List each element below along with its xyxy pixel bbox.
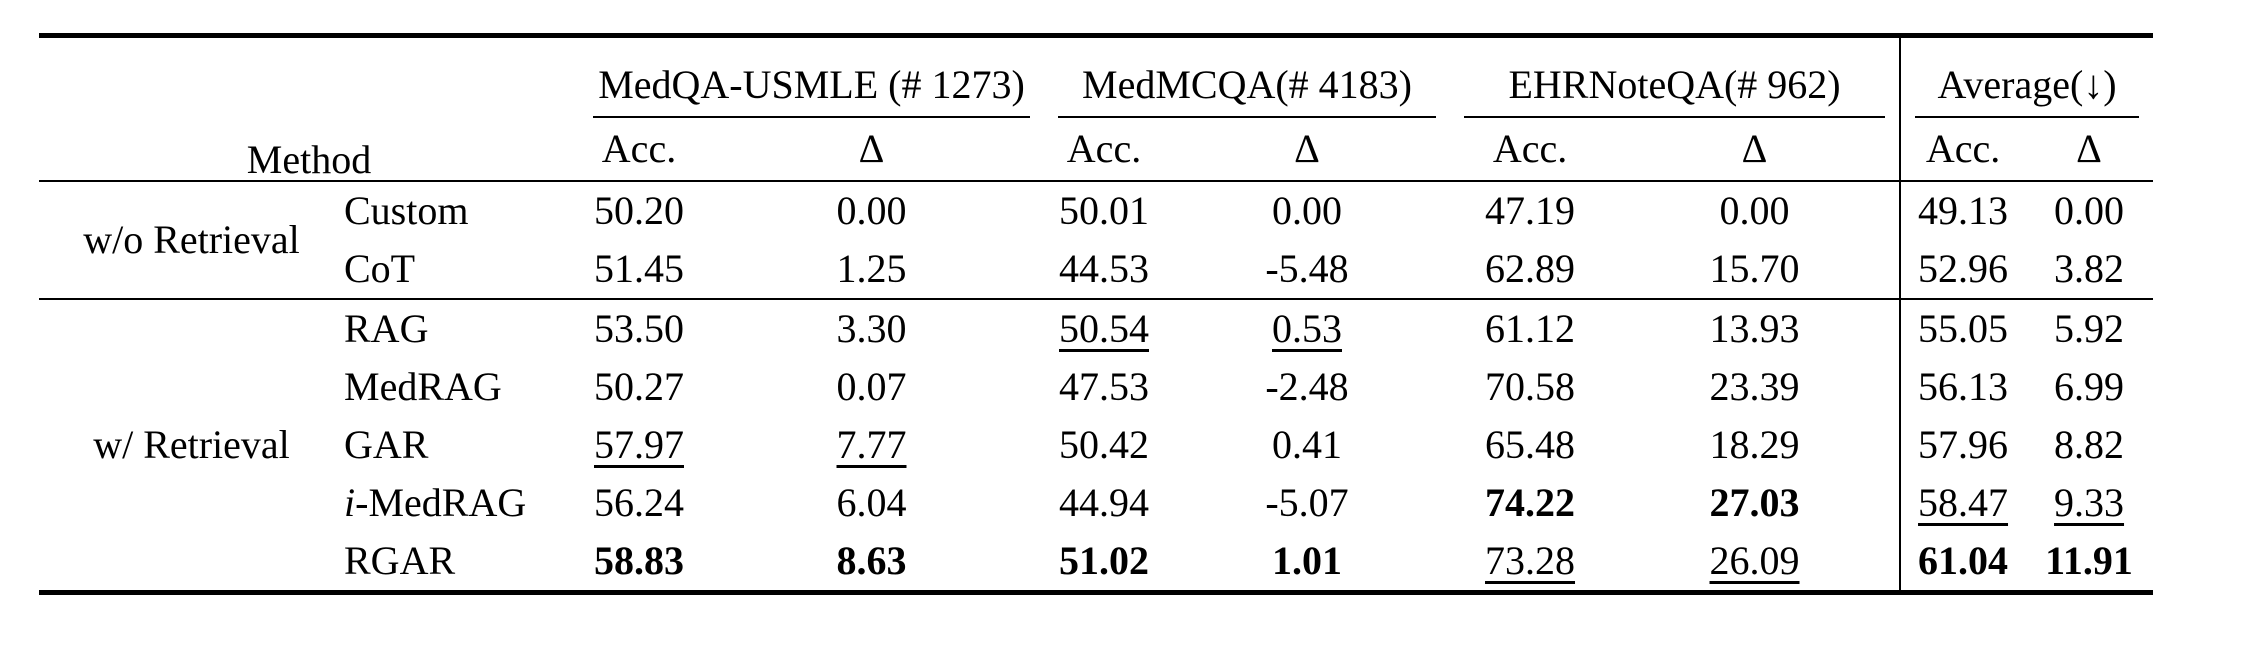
val-rgar-medmcqa-delta: 1.01	[1272, 538, 1342, 583]
group-label-average: Average(↓)	[1915, 65, 2140, 118]
subheader-delta-medmcqa: Δ	[1164, 118, 1451, 182]
subheader-delta-medqa: Δ	[699, 118, 1044, 182]
val-rag-ehr-delta: 13.93	[1610, 298, 1901, 358]
val-cot-medmcqa-acc: 44.53	[1059, 246, 1149, 291]
val-imedrag-ehr-acc: 74.22	[1485, 480, 1576, 525]
val-imedrag-medmcqa-delta: -5.07	[1265, 480, 1349, 525]
val-medrag-medmcqa-delta: -2.48	[1265, 364, 1349, 409]
val-rag-medqa-delta: 3.30	[699, 298, 1044, 358]
val-rgar-ehr-delta: 26.09	[1709, 538, 1800, 583]
section-with-retrieval: w/ Retrieval RAG 53.50 3.30 50.54 0.53 6…	[39, 298, 2154, 593]
val-cot-ehr-acc: 62.89	[1485, 246, 1576, 291]
table-row: GAR 57.97 7.77 50.42 0.41 65.48 18.29 57…	[39, 416, 2153, 474]
val-rgar-medqa-delta: 8.63	[836, 538, 907, 583]
val-imedrag-avg-delta: 9.33	[2054, 480, 2125, 525]
val-rgar-avg-acc: 61.04	[1899, 532, 2026, 593]
val-rag-medmcqa-delta: 0.53	[1164, 298, 1451, 358]
val-imedrag-avg-acc: 58.47	[1899, 474, 2026, 532]
table-row: w/ Retrieval RAG 53.50 3.30 50.54 0.53 6…	[39, 298, 2154, 593]
method-medrag: MedRAG	[344, 364, 502, 409]
val-rgar-avg-delta: 11.91	[2045, 538, 2133, 583]
val-gar-avg-acc: 57.96	[1899, 416, 2026, 474]
results-table: Method MedQA-USMLE (# 1273) MedMCQA(# 41…	[39, 33, 2154, 595]
val-cot-medmcqa-delta: -5.48	[1265, 246, 1349, 291]
method-custom: Custom	[344, 188, 469, 233]
val-cot-medqa-delta: 1.25	[836, 246, 907, 291]
val-gar-ehr-delta: 18.29	[1709, 422, 1800, 467]
section-label-without-retrieval: w/o Retrieval	[83, 217, 300, 262]
group-label-medmcqa: MedMCQA(# 4183)	[1058, 65, 1437, 118]
group-header-medmcqa: MedMCQA(# 4183)	[1044, 36, 1450, 118]
val-rag-ehr-acc: 61.12	[1450, 298, 1611, 358]
val-custom-medqa-acc: 50.20	[594, 188, 684, 233]
group-header-ehrnoteqa: EHRNoteQA(# 962)	[1450, 36, 1900, 118]
table-row: w/o Retrieval Custom 50.20 0.00 50.01 0.…	[39, 181, 2153, 260]
val-medrag-ehr-delta: 23.39	[1709, 364, 1800, 409]
method-rag: RAG	[344, 298, 579, 358]
val-imedrag-medqa-delta: 6.04	[836, 480, 907, 525]
val-rag-avg-delta: 5.92	[2025, 298, 2154, 358]
method-gar: GAR	[344, 422, 429, 467]
val-cot-medqa-acc: 51.45	[594, 246, 684, 291]
val-custom-avg-delta: 0.00	[2054, 188, 2125, 233]
val-rgar-medmcqa-acc: 51.02	[1059, 538, 1149, 583]
group-header-medqa-usmle: MedQA-USMLE (# 1273)	[579, 36, 1044, 118]
val-custom-avg-acc: 49.13	[1899, 181, 2026, 240]
subheader-acc-average: Acc.	[1899, 118, 2026, 182]
val-custom-medmcqa-acc: 50.01	[1059, 188, 1149, 233]
val-gar-avg-delta: 8.82	[2054, 422, 2125, 467]
val-cot-ehr-delta: 15.70	[1709, 246, 1800, 291]
paper-results-table: Method MedQA-USMLE (# 1273) MedMCQA(# 41…	[39, 33, 2154, 595]
val-medrag-medmcqa-acc: 47.53	[1059, 364, 1149, 409]
subheader-delta-ehrnoteqa: Δ	[1610, 118, 1901, 182]
val-gar-ehr-acc: 65.48	[1485, 422, 1576, 467]
group-label-ehrnoteqa: EHRNoteQA(# 962)	[1464, 65, 1886, 118]
val-rag-medqa-acc: 53.50	[579, 298, 699, 358]
section-without-retrieval: w/o Retrieval Custom 50.20 0.00 50.01 0.…	[39, 181, 2153, 299]
val-gar-medqa-delta: 7.77	[836, 422, 907, 467]
method-imedrag: i-MedRAG	[344, 480, 527, 525]
val-gar-medmcqa-delta: 0.41	[1272, 422, 1342, 467]
val-cot-avg-acc: 52.96	[1899, 240, 2026, 299]
val-rag-avg-acc: 55.05	[1899, 298, 2026, 358]
val-medrag-medqa-delta: 0.07	[836, 364, 907, 409]
val-imedrag-medqa-acc: 56.24	[594, 480, 684, 525]
val-medrag-medqa-acc: 50.27	[594, 364, 684, 409]
subheader-acc-medmcqa: Acc.	[1044, 118, 1164, 182]
val-custom-ehr-delta: 0.00	[1719, 188, 1790, 233]
subheader-acc-medqa: Acc.	[579, 118, 699, 182]
table-row: i-MedRAG 56.24 6.04 44.94 -5.07 74.22 27…	[39, 474, 2153, 532]
method-rgar: RGAR	[344, 538, 456, 583]
val-imedrag-ehr-delta: 27.03	[1709, 480, 1800, 525]
table-row: MedRAG 50.27 0.07 47.53 -2.48 70.58 23.3…	[39, 358, 2153, 416]
val-medrag-avg-acc: 56.13	[1899, 358, 2026, 416]
table-row: CoT 51.45 1.25 44.53 -5.48 62.89 15.70 5…	[39, 240, 2153, 299]
val-custom-ehr-acc: 47.19	[1485, 188, 1576, 233]
val-imedrag-medmcqa-acc: 44.94	[1059, 480, 1149, 525]
section-label-with-retrieval: w/ Retrieval	[39, 298, 344, 593]
val-gar-medqa-acc: 57.97	[594, 422, 684, 467]
val-rgar-ehr-acc: 73.28	[1485, 538, 1576, 583]
subheader-delta-average: Δ	[2025, 118, 2154, 182]
val-medrag-avg-delta: 6.99	[2054, 364, 2125, 409]
group-label-medqa-usmle: MedQA-USMLE (# 1273)	[593, 65, 1030, 118]
method-cot: CoT	[344, 246, 416, 291]
val-rag-medmcqa-acc: 50.54	[1044, 298, 1164, 358]
val-rgar-medqa-acc: 58.83	[594, 538, 684, 583]
val-medrag-ehr-acc: 70.58	[1485, 364, 1576, 409]
val-gar-medmcqa-acc: 50.42	[1059, 422, 1149, 467]
method-column-header: Method	[39, 35, 579, 182]
table-row: RGAR 58.83 8.63 51.02 1.01 73.28 26.09 6…	[39, 532, 2153, 593]
group-header-average: Average(↓)	[1899, 35, 2154, 118]
val-custom-medmcqa-delta: 0.00	[1272, 188, 1342, 233]
subheader-acc-ehrnoteqa: Acc.	[1450, 118, 1611, 182]
val-custom-medqa-delta: 0.00	[836, 188, 907, 233]
val-cot-avg-delta: 3.82	[2054, 246, 2125, 291]
